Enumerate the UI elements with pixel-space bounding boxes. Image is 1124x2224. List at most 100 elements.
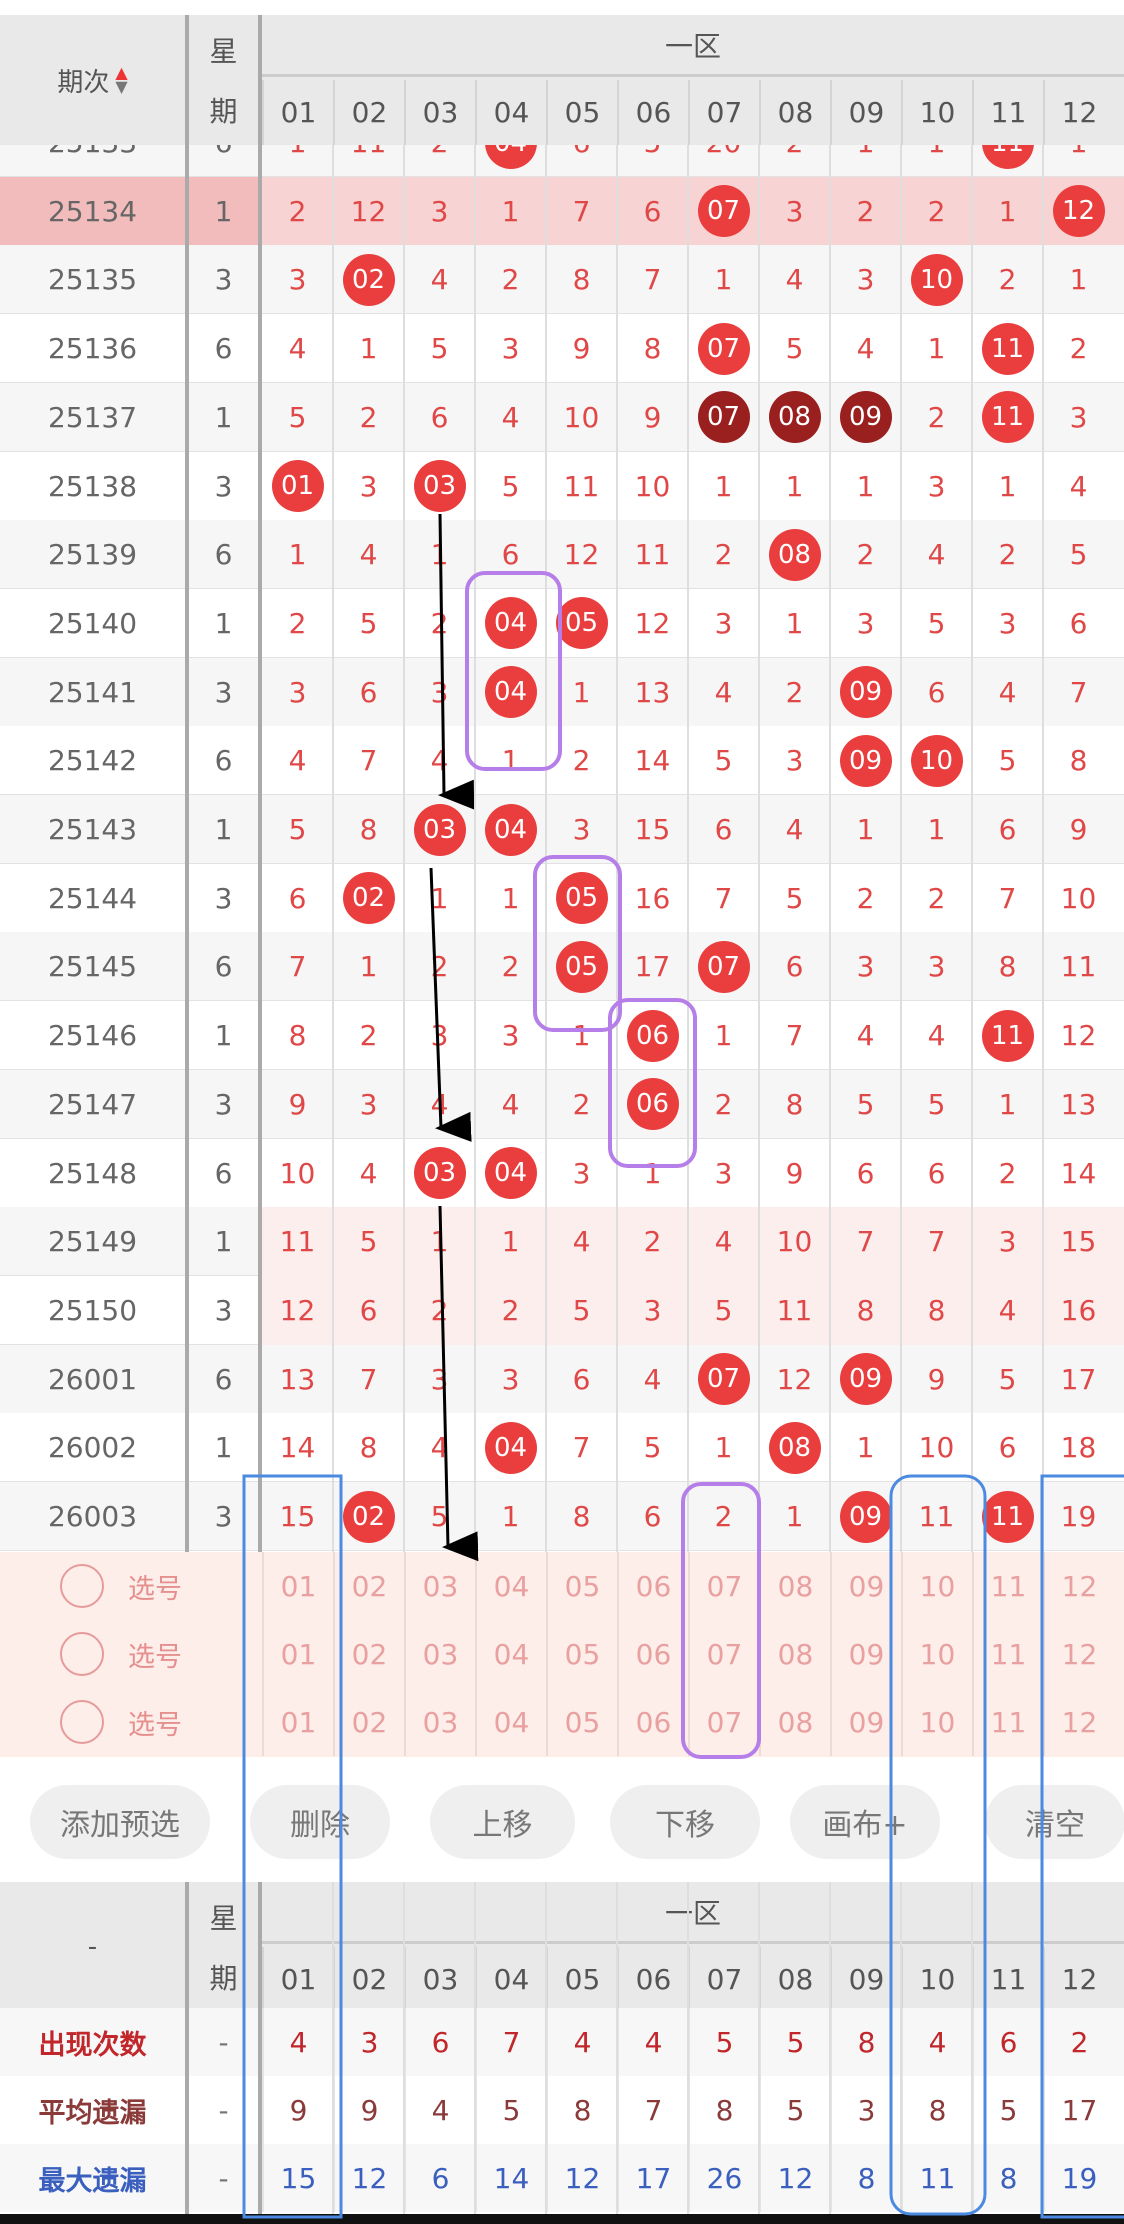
miss-count-cell: 2 [714, 538, 733, 572]
pick-number[interactable]: 06 [617, 1620, 688, 1688]
miss-count-cell: 12 [279, 1293, 316, 1327]
pick-number[interactable]: 10 [901, 1620, 972, 1688]
miss-count-cell: 5 [998, 1362, 1017, 1396]
pick-number[interactable]: 11 [972, 1620, 1043, 1688]
miss-count-cell: 11 [563, 469, 600, 503]
table-row[interactable]: 25150 3 12 6 2 2 5 3 5 11 8 8 4 16 [0, 1275, 1124, 1345]
table-row[interactable]: 25136 6 4 1 5 3 9 8 07 5 4 1 11 2 [0, 314, 1124, 384]
pick-number[interactable]: 01 [262, 1620, 333, 1688]
miss-count-cell: 5 [359, 1225, 378, 1259]
miss-count-cell: 5 [927, 606, 946, 640]
table-row[interactable]: 25141 3 3 6 3 04 1 13 4 2 09 6 4 7 [0, 657, 1124, 727]
pick-number[interactable]: 10 [901, 1552, 972, 1620]
toolbar-button[interactable]: 清空 [985, 1785, 1124, 1859]
table-row[interactable]: 25138 3 01 3 03 5 11 10 1 1 1 3 1 4 [0, 451, 1124, 521]
pick-number[interactable]: 11 [972, 1552, 1043, 1620]
number-ball: 03 [413, 1147, 466, 1199]
table-row[interactable]: 25142 6 4 7 4 1 2 14 5 3 09 10 5 8 [0, 726, 1124, 796]
pick-number[interactable]: 04 [475, 1620, 546, 1688]
toolbar-button[interactable]: 删除 [250, 1785, 390, 1859]
pick-number[interactable]: 08 [759, 1620, 830, 1688]
miss-count-cell: 13 [279, 1362, 316, 1396]
pick-number[interactable]: 03 [404, 1552, 475, 1620]
pick-number[interactable]: 02 [333, 1688, 404, 1756]
pick-number[interactable]: 01 [262, 1688, 333, 1756]
pick-number[interactable]: 07 [688, 1620, 759, 1688]
pick-number[interactable]: 09 [830, 1552, 901, 1620]
table-row[interactable]: 25139 6 1 4 1 6 12 11 2 08 2 4 2 5 [0, 520, 1124, 590]
divider [1042, 145, 1044, 1552]
table-row[interactable]: 25140 1 2 5 2 04 05 12 3 1 3 5 3 6 [0, 588, 1124, 658]
table-row[interactable]: 25148 6 10 4 03 04 3 1 3 9 6 6 2 14 [0, 1138, 1124, 1208]
period-cell: 25135 [47, 263, 138, 297]
week-cell: 1 [214, 1225, 233, 1259]
period-cell: 25136 [47, 332, 138, 366]
table-row[interactable]: 26002 1 14 8 4 04 7 5 1 08 1 10 6 18 [0, 1413, 1124, 1483]
zone-header: 一区 [262, 1882, 1124, 1944]
table-row[interactable]: 25149 1 11 5 1 1 4 2 4 10 7 7 3 15 [0, 1207, 1124, 1277]
week-cell: 6 [214, 1156, 233, 1190]
pick-number[interactable]: 03 [404, 1620, 475, 1688]
pick-number[interactable]: 07 [688, 1552, 759, 1620]
table-row[interactable]: 26003 3 15 02 5 1 8 6 2 1 09 11 11 19 [0, 1482, 1124, 1551]
table-row[interactable]: 25135 3 3 02 4 2 8 7 1 4 3 10 2 1 [0, 245, 1124, 315]
pick-number[interactable]: 08 [759, 1552, 830, 1620]
pick-number[interactable]: 02 [333, 1552, 404, 1620]
pick-radio[interactable] [60, 1700, 104, 1744]
week-cell: 3 [214, 1087, 233, 1121]
pick-number[interactable]: 06 [617, 1688, 688, 1756]
table-row[interactable]: 25144 3 6 02 1 1 05 16 7 5 2 2 7 10 [0, 863, 1124, 933]
pick-number[interactable]: 12 [1043, 1620, 1114, 1688]
miss-count-cell: 10 [1060, 881, 1097, 915]
pick-number[interactable]: 04 [475, 1552, 546, 1620]
pick-number[interactable]: 03 [404, 1688, 475, 1756]
period-sort-header[interactable]: 期次 ▲ ▼ [0, 15, 185, 145]
toolbar-button[interactable]: 添加预选 [30, 1785, 210, 1859]
pick-number[interactable]: 04 [475, 1688, 546, 1756]
pick-number[interactable]: 09 [830, 1688, 901, 1756]
pick-number[interactable]: 05 [546, 1620, 617, 1688]
pick-number[interactable]: 12 [1043, 1552, 1114, 1620]
table-row[interactable]: 2513361112046520211111 [0, 145, 1124, 177]
miss-count-cell: 6 [998, 813, 1017, 846]
miss-count-cell: 1 [572, 1019, 591, 1053]
pick-number[interactable]: 05 [546, 1552, 617, 1620]
table-row[interactable]: 25137 1 5 2 6 4 10 9 07 08 09 2 11 3 [0, 382, 1124, 452]
divider [403, 145, 405, 1552]
drawn-number-cell: 08 [759, 383, 830, 452]
pick-number[interactable]: 07 [688, 1688, 759, 1756]
miss-count-cell: 2 [998, 263, 1017, 297]
pick-number[interactable]: 10 [901, 1688, 972, 1756]
pick-radio[interactable] [60, 1564, 104, 1608]
pick-number[interactable]: 02 [333, 1620, 404, 1688]
stats-value: 26 [688, 2144, 759, 2212]
pick-label: 选号 [128, 1573, 182, 1605]
miss-count-cell: 9 [643, 400, 662, 434]
table-row[interactable]: 25147 3 9 3 4 4 2 06 2 8 5 5 1 13 [0, 1069, 1124, 1139]
table-row[interactable]: 25146 1 8 2 3 3 1 06 1 7 4 4 11 12 [0, 1001, 1124, 1071]
drawn-number-cell: 11 [972, 383, 1043, 452]
pick-number[interactable]: 11 [972, 1688, 1043, 1756]
draw-table-body: 2513361112046520211111251341212317607322… [0, 145, 1124, 1552]
pick-number[interactable]: 01 [262, 1552, 333, 1620]
pick-number[interactable]: 12 [1043, 1688, 1114, 1756]
divider [687, 145, 689, 1552]
pick-number[interactable]: 06 [617, 1552, 688, 1620]
sort-icon[interactable]: ▲ ▼ [115, 63, 128, 96]
miss-count-cell: 8 [998, 950, 1017, 984]
toolbar-button[interactable]: 下移 [610, 1785, 760, 1859]
table-row[interactable]: 25145 6 7 1 2 2 05 17 07 6 3 3 8 11 [0, 932, 1124, 1002]
table-row[interactable]: 25134 1 2 12 3 1 7 6 07 3 2 2 1 12 [0, 176, 1124, 246]
table-row[interactable]: 25143 1 5 8 03 04 3 15 6 4 1 1 6 9 [0, 795, 1124, 864]
number-ball: 09 [839, 391, 892, 444]
pick-number[interactable]: 09 [830, 1620, 901, 1688]
toolbar-button[interactable]: 画布+ [790, 1785, 940, 1859]
table-row[interactable]: 26001 6 13 7 3 3 6 4 07 12 09 9 5 17 [0, 1344, 1124, 1414]
pick-radio[interactable] [60, 1632, 104, 1676]
miss-count-cell: 1 [998, 194, 1017, 228]
toolbar-button[interactable]: 上移 [430, 1785, 575, 1859]
stats-value: 6 [404, 2008, 475, 2076]
period-cell: 26001 [47, 1362, 138, 1396]
pick-number[interactable]: 05 [546, 1688, 617, 1756]
pick-number[interactable]: 08 [759, 1688, 830, 1756]
